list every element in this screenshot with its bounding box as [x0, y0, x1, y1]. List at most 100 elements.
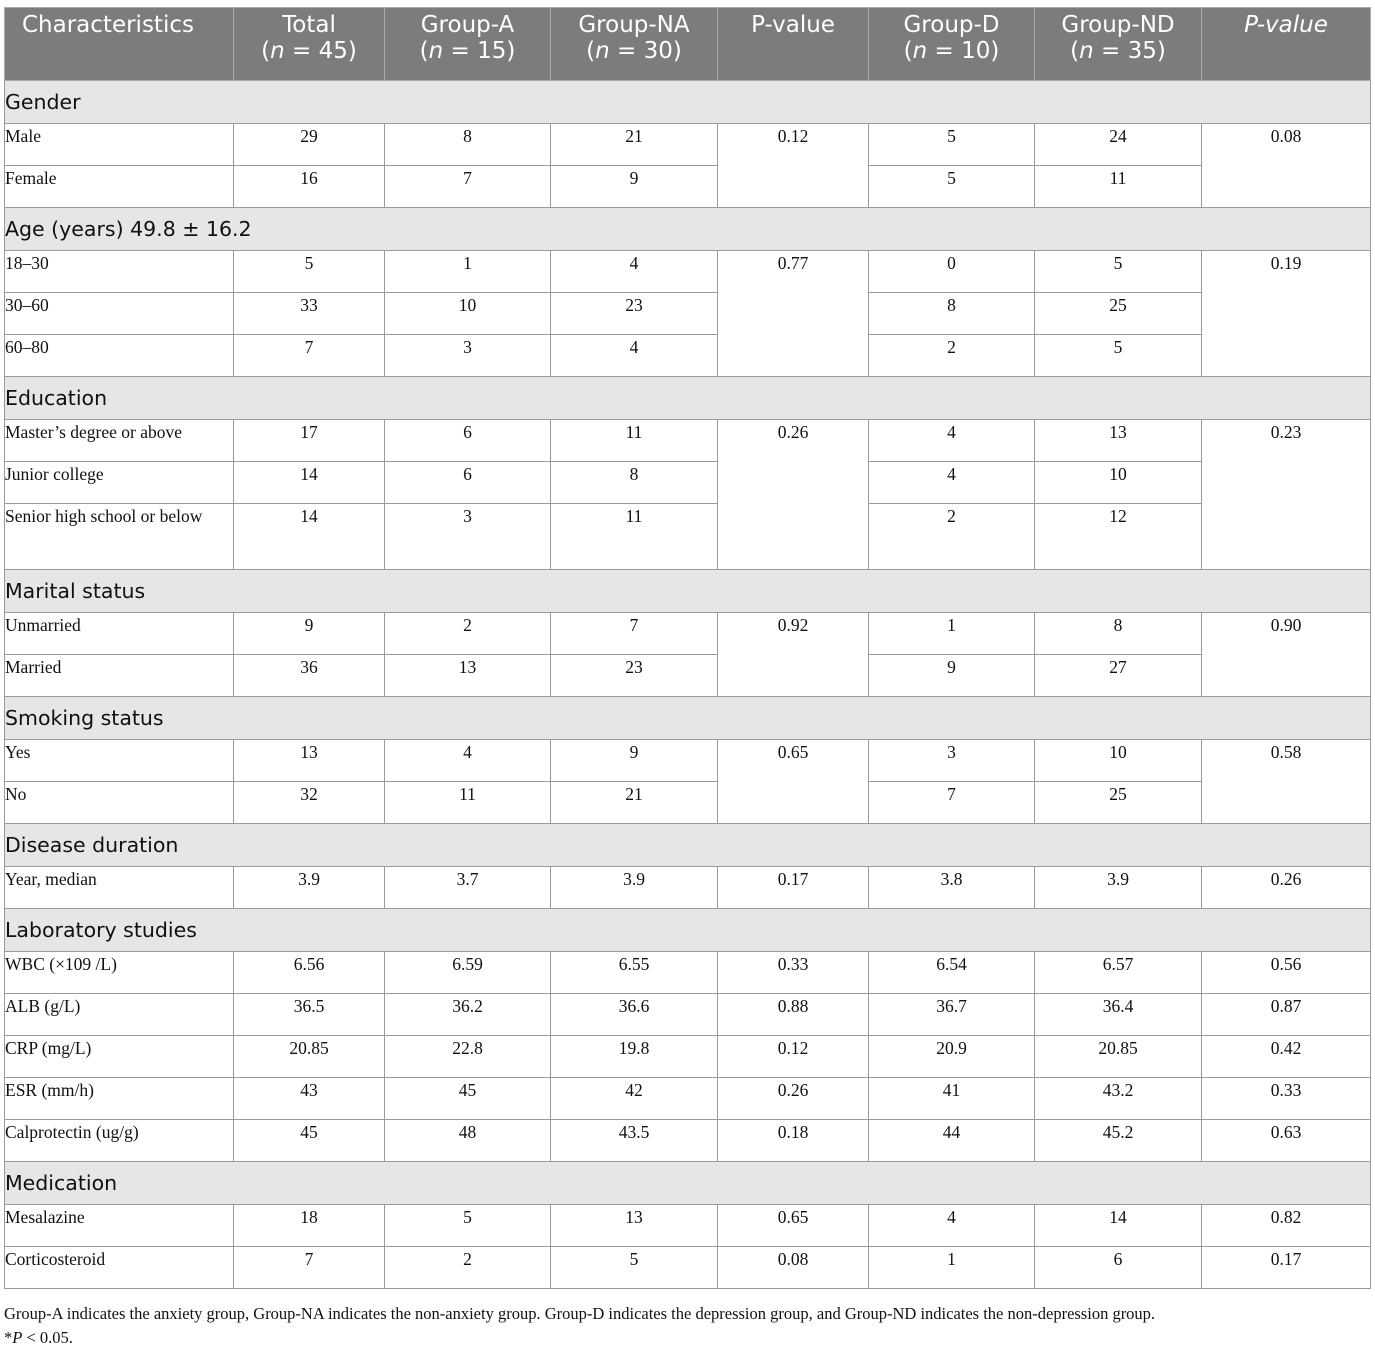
- cell-group-a: 6.59: [384, 951, 551, 994]
- table-row: Corticosteroid 7 2 5 0.08 1 6 0.17: [4, 1246, 1371, 1289]
- cell-p-value-anxiety: 0.26: [717, 1077, 869, 1120]
- cell-total: 17: [233, 419, 385, 462]
- cell-p-value-depression: 0.42: [1201, 1035, 1371, 1078]
- cell-group-a: 8: [384, 123, 551, 166]
- table-row: Unmarried 9 2 7 0.92 1 8 0.90: [4, 612, 1371, 697]
- cell-group-nd: 3.9: [1034, 866, 1202, 909]
- table-row: Female 16 7 9 5 11: [4, 165, 1371, 208]
- cell-group-d: 41: [868, 1077, 1035, 1120]
- cell-group-d: 4: [868, 419, 1035, 462]
- cell-p-value-anxiety: 0.65: [717, 739, 869, 824]
- cell-p-value-anxiety: 0.88: [717, 993, 869, 1036]
- table-row: ALB (g/L) 36.5 36.2 36.6 0.88 36.7 36.4 0.87: [4, 993, 1371, 1036]
- cell-group-d: 36.7: [868, 993, 1035, 1036]
- cell-group-a: 2: [384, 612, 551, 655]
- cell-p-value-depression: 0.17: [1201, 1246, 1371, 1289]
- cell-p-value-depression: 0.90: [1201, 612, 1371, 697]
- header-p-value-depression: P-value: [1201, 7, 1371, 81]
- header-group-d-n: (n = 10): [903, 38, 1000, 64]
- cell-p-value-depression: 0.58: [1201, 739, 1371, 824]
- cell-p-value-depression: 0.56: [1201, 951, 1371, 994]
- cell-group-nd: 11: [1034, 165, 1202, 208]
- section-title: Medication: [4, 1161, 1371, 1205]
- cell-total: 33: [233, 292, 385, 335]
- cell-group-a: 5: [384, 1204, 551, 1247]
- row-label: Master’s degree or above: [4, 419, 234, 462]
- table-row: 18–30 5 1 4 0.77 0 5 0.19: [4, 250, 1371, 377]
- cell-group-d: 7: [868, 781, 1035, 824]
- row-label: ALB (g/L): [4, 993, 234, 1036]
- cell-total: 13: [233, 739, 385, 782]
- cell-group-na: 4: [550, 250, 718, 293]
- cell-group-nd: 43.2: [1034, 1077, 1202, 1120]
- cell-p-value-anxiety: 0.33: [717, 951, 869, 994]
- cell-group-d: 5: [868, 165, 1035, 208]
- cell-total: 36: [233, 654, 385, 697]
- header-group-na: Group-NA (n = 30): [550, 7, 718, 81]
- cell-group-na: 36.6: [550, 993, 718, 1036]
- cell-total: 14: [233, 503, 385, 570]
- cell-total: 6.56: [233, 951, 385, 994]
- cell-p-value-anxiety: 0.18: [717, 1119, 869, 1162]
- cell-p-value-anxiety: 0.12: [717, 1035, 869, 1078]
- cell-p-value-depression: 0.23: [1201, 419, 1371, 570]
- cell-group-nd: 20.85: [1034, 1035, 1202, 1078]
- cell-group-d: 6.54: [868, 951, 1035, 994]
- cell-group-nd: 25: [1034, 781, 1202, 824]
- cell-group-d: 1: [868, 1246, 1035, 1289]
- cell-p-value-depression: 0.08: [1201, 123, 1371, 208]
- cell-group-a: 10: [384, 292, 551, 335]
- characteristics-table: Characteristics Total (n = 45) Group-A (…: [4, 7, 1371, 1289]
- cell-group-a: 11: [384, 781, 551, 824]
- section-row: Laboratory studies: [4, 908, 1371, 952]
- cell-p-value-depression: 0.26: [1201, 866, 1371, 909]
- cell-total: 5: [233, 250, 385, 293]
- cell-group-a: 2: [384, 1246, 551, 1289]
- cell-total: 20.85: [233, 1035, 385, 1078]
- cell-p-value-depression: 0.33: [1201, 1077, 1371, 1120]
- row-label: No: [4, 781, 234, 824]
- cell-group-a: 3.7: [384, 866, 551, 909]
- cell-total: 16: [233, 165, 385, 208]
- cell-group-na: 4: [550, 334, 718, 377]
- cell-group-na: 9: [550, 165, 718, 208]
- section-title: Gender: [4, 80, 1371, 124]
- cell-group-a: 22.8: [384, 1035, 551, 1078]
- section-title: Smoking status: [4, 696, 1371, 740]
- table-row: 60–80 7 3 4 2 5: [4, 334, 1371, 377]
- cell-group-d: 3.8: [868, 866, 1035, 909]
- cell-group-d: 4: [868, 461, 1035, 504]
- cell-p-value-depression: 0.19: [1201, 250, 1371, 377]
- row-label: 18–30: [4, 250, 234, 293]
- cell-group-na: 43.5: [550, 1119, 718, 1162]
- cell-total: 7: [233, 334, 385, 377]
- cell-group-a: 1: [384, 250, 551, 293]
- table-body: Gender Male 29 8 21 0.12 5 24 0.08 Female 16 7 9 5 11 A…: [4, 80, 1371, 1289]
- cell-group-a: 48: [384, 1119, 551, 1162]
- header-group-d: Group-D (n = 10): [868, 7, 1035, 81]
- cell-group-nd: 10: [1034, 739, 1202, 782]
- cell-group-d: 3: [868, 739, 1035, 782]
- header-group-a-n: (n = 15): [419, 38, 516, 64]
- section-title: Marital status: [4, 569, 1371, 613]
- cell-group-nd: 10: [1034, 461, 1202, 504]
- cell-group-a: 3: [384, 334, 551, 377]
- cell-group-d: 5: [868, 123, 1035, 166]
- table-row: Senior high school or below 14 3 11 2 12: [4, 503, 1371, 570]
- cell-total: 9: [233, 612, 385, 655]
- section-row: Marital status: [4, 569, 1371, 613]
- cell-p-value-anxiety: 0.92: [717, 612, 869, 697]
- cell-group-na: 13: [550, 1204, 718, 1247]
- cell-p-value-anxiety: 0.08: [717, 1246, 869, 1289]
- header-group-na-n: (n = 30): [586, 38, 682, 64]
- row-label: Yes: [4, 739, 234, 782]
- cell-total: 29: [233, 123, 385, 166]
- footnote-significance: *P < 0.05.: [4, 1328, 73, 1347]
- cell-group-na: 19.8: [550, 1035, 718, 1078]
- cell-p-value-anxiety: 0.77: [717, 250, 869, 377]
- cell-group-na: 5: [550, 1246, 718, 1289]
- section-title: Age (years) 49.8 ± 16.2: [4, 207, 1371, 251]
- cell-group-na: 42: [550, 1077, 718, 1120]
- row-label: Corticosteroid: [4, 1246, 234, 1289]
- cell-group-nd: 25: [1034, 292, 1202, 335]
